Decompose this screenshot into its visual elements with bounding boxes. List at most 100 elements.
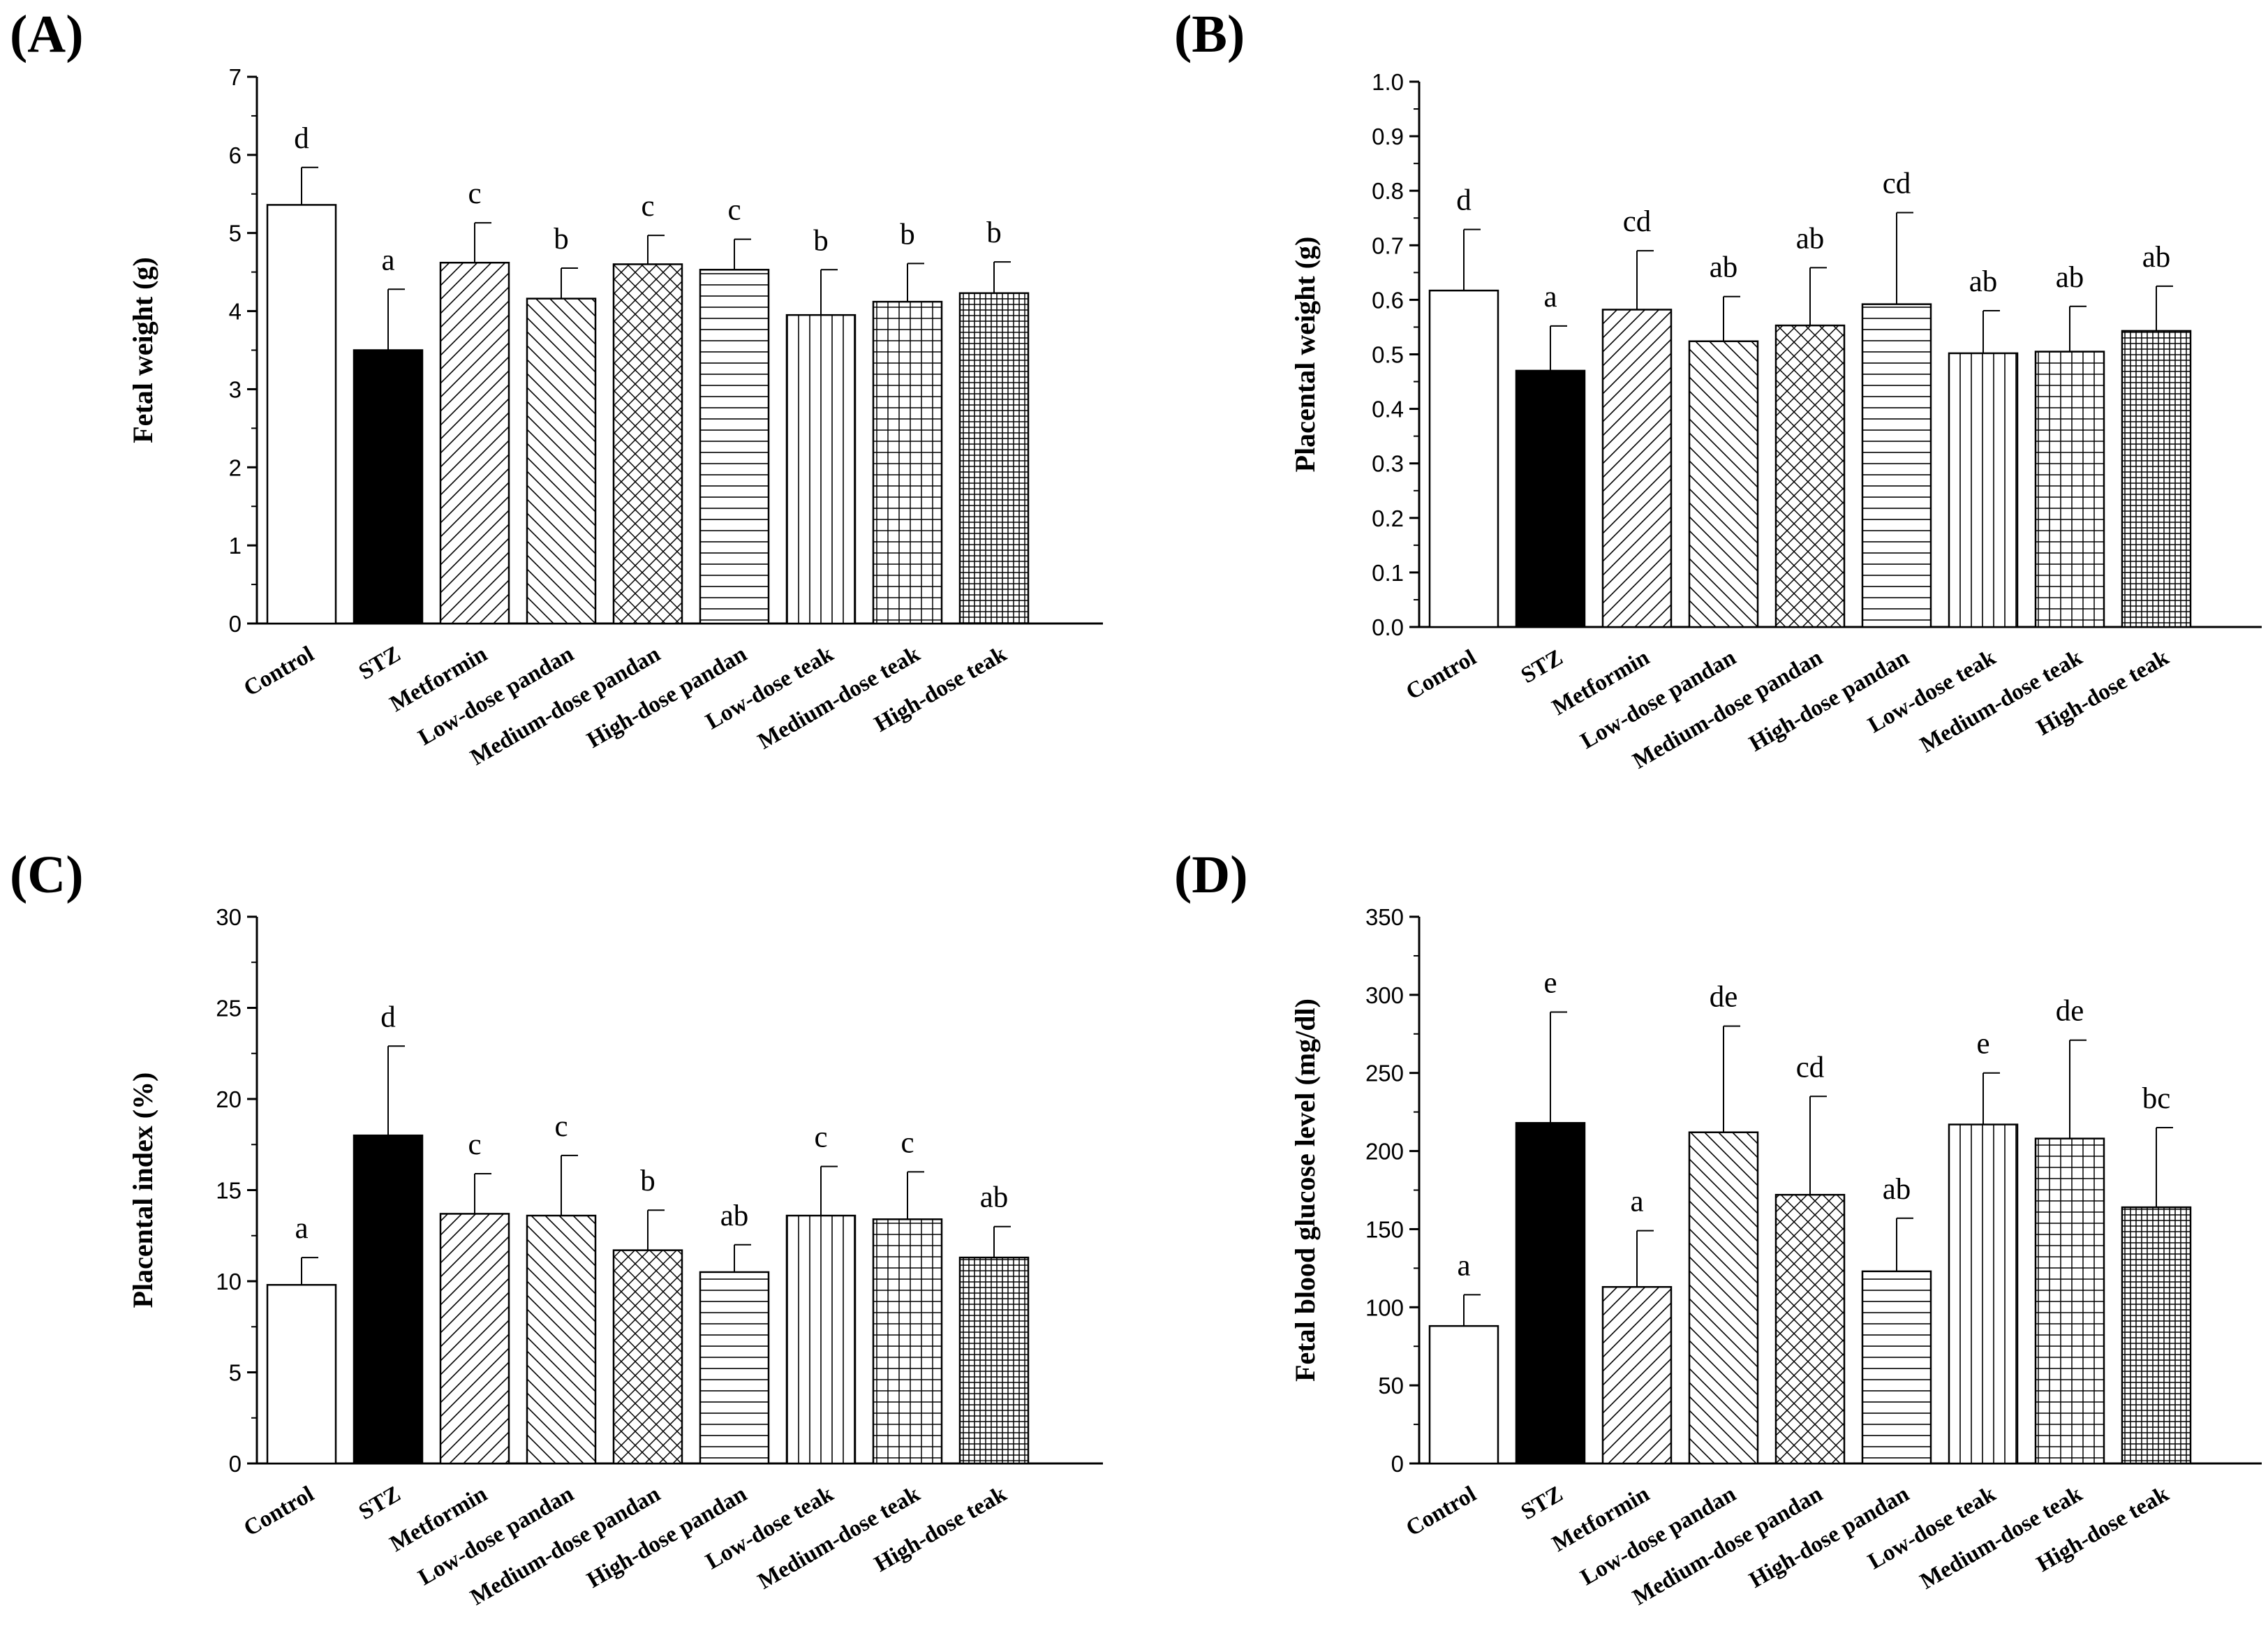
- bar: [266, 1283, 337, 1465]
- bar: [872, 300, 943, 625]
- category-label: Medium-dose teak: [754, 641, 925, 754]
- bar: [439, 1213, 510, 1465]
- significance-label: b: [813, 224, 829, 257]
- y-tick-label: 4: [229, 299, 242, 325]
- significance-label: e: [1543, 966, 1557, 999]
- y-axis-title: Placental weight (g): [1289, 237, 1321, 473]
- significance-label: cd: [1796, 1051, 1825, 1084]
- bar: [1948, 1123, 2019, 1465]
- y-tick-label: 200: [1365, 1139, 1404, 1165]
- category-label: Control: [239, 642, 318, 702]
- bar: [2034, 351, 2105, 628]
- category-label: High-dose pandan: [583, 642, 751, 753]
- bar: [1948, 352, 2019, 628]
- category-label: STZ: [1517, 1482, 1567, 1525]
- significance-label: a: [1630, 1186, 1643, 1218]
- significance-label: de: [2056, 995, 2084, 1028]
- bar: [958, 1256, 1030, 1465]
- significance-label: ab: [2142, 241, 2171, 274]
- significance-label: a: [1457, 1249, 1470, 1282]
- category-label: High-dose pandan: [583, 1482, 751, 1593]
- y-tick-label: 0.7: [1372, 233, 1404, 258]
- significance-label: ab: [720, 1200, 749, 1232]
- category-label: Control: [1402, 1482, 1481, 1542]
- y-tick-label: 1.0: [1372, 69, 1404, 95]
- bar: [699, 1271, 770, 1465]
- category-label: STZ: [355, 642, 405, 685]
- y-axis-title: Fetal weight (g): [127, 257, 158, 443]
- bar: [353, 1134, 424, 1465]
- category-label: STZ: [1517, 645, 1567, 688]
- significance-label: c: [554, 1110, 568, 1143]
- significance-label: d: [1456, 184, 1472, 217]
- bar: [872, 1218, 943, 1465]
- y-tick-label: 0.6: [1372, 287, 1404, 313]
- y-tick-label: 15: [216, 1178, 242, 1204]
- y-tick-label: 250: [1365, 1061, 1404, 1086]
- y-tick-label: 25: [216, 996, 242, 1021]
- significance-label: b: [554, 223, 569, 256]
- y-tick-label: 3: [229, 376, 242, 402]
- panel-c-label: (C): [10, 846, 84, 904]
- category-label: STZ: [355, 1482, 405, 1525]
- significance-label: c: [814, 1121, 827, 1154]
- significance-label: d: [294, 122, 309, 155]
- y-tick-label: 0: [229, 1451, 242, 1477]
- y-tick-label: 0.3: [1372, 451, 1404, 477]
- bar: [1774, 1193, 1846, 1465]
- significance-label: ab: [1710, 251, 1738, 284]
- panel-b-label: (B): [1174, 5, 1245, 64]
- y-tick-label: 0.0: [1372, 614, 1404, 640]
- y-tick-label: 5: [229, 221, 242, 246]
- y-axis-title: Placental index (%): [127, 1072, 158, 1308]
- significance-label: b: [900, 218, 915, 251]
- significance-label: a: [381, 244, 394, 276]
- bar: [612, 1249, 683, 1465]
- category-label: Medium-dose teak: [1916, 1481, 2087, 1594]
- category-label: Medium-dose teak: [1916, 644, 2087, 758]
- panel-d-label: (D): [1174, 846, 1248, 904]
- y-tick-label: 7: [229, 64, 242, 90]
- bar: [1688, 1131, 1759, 1465]
- y-tick-label: 0: [229, 611, 242, 637]
- y-tick-label: 0: [1391, 1451, 1404, 1477]
- y-tick-label: 0.5: [1372, 342, 1404, 368]
- bar: [2121, 1206, 2192, 1465]
- bar: [699, 269, 770, 625]
- significance-label: d: [380, 1001, 396, 1033]
- y-tick-label: 2: [229, 455, 242, 480]
- bar: [958, 292, 1030, 625]
- bar: [439, 261, 510, 625]
- significance-label: a: [1543, 281, 1557, 313]
- significance-label: ab: [1883, 1173, 1911, 1206]
- category-label: High-dose pandan: [1745, 645, 1913, 757]
- y-tick-label: 5: [229, 1360, 242, 1386]
- y-tick-label: 150: [1365, 1216, 1404, 1242]
- panel-c-plot: 0 5 10 15 20 25 30 Placental index (%) a Control d…: [127, 904, 1103, 1611]
- panel-d-plot: 0 50 100 150 200 250 300 350 Fetal blood glucose…: [1289, 904, 2262, 1611]
- significance-label: cd: [1623, 205, 1652, 238]
- category-label: Control: [1402, 645, 1481, 705]
- bar: [785, 1214, 857, 1465]
- significance-label: b: [640, 1165, 655, 1197]
- y-axis-title: Fetal blood glucose level (mg/dl): [1289, 998, 1321, 1382]
- significance-label: c: [468, 177, 481, 210]
- panel-d: (D) 0 50 100 150 200 250 300 350 Fetal blood glu…: [1174, 846, 2262, 1611]
- significance-label: ab: [1969, 265, 1998, 298]
- bar: [1861, 1270, 1932, 1465]
- significance-label: c: [900, 1126, 914, 1159]
- y-tick-label: 300: [1365, 982, 1404, 1008]
- panel-b-plot: 0.0 0.1 0.2 0.3 0.4 0.5 0.6 0.7 0.8 0.9 1.0 Placent…: [1289, 69, 2262, 774]
- bar: [353, 349, 424, 625]
- y-tick-label: 50: [1378, 1373, 1404, 1399]
- panel-c: (C) 0 5 10 15 20 25 30 Placental index (%) a Cont…: [10, 846, 1103, 1611]
- y-tick-label: 100: [1365, 1294, 1404, 1320]
- bar: [2121, 330, 2192, 628]
- bar: [1601, 309, 1673, 628]
- bar: [1428, 289, 1499, 628]
- y-tick-label: 20: [216, 1086, 242, 1112]
- significance-label: cd: [1883, 167, 1911, 200]
- category-label: Medium-dose teak: [754, 1481, 925, 1594]
- bar: [1774, 324, 1846, 628]
